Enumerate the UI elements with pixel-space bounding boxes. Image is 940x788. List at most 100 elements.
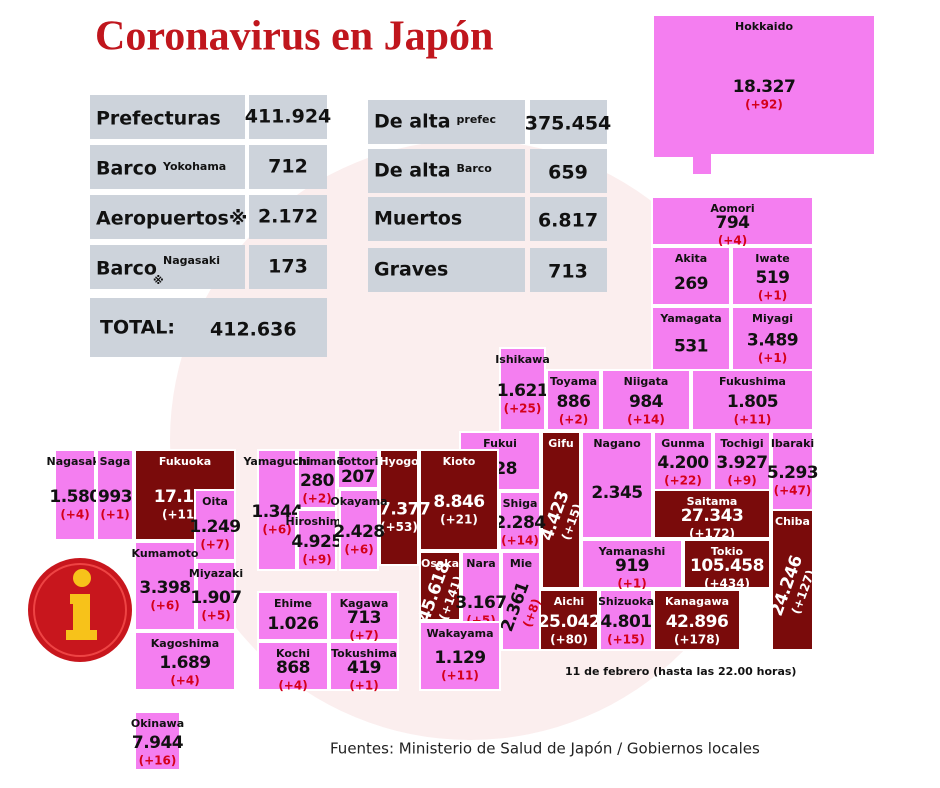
prefecture-value: 1.344 [251,502,303,522]
prefecture-delta: (+4) [718,234,747,248]
prefecture-delta: (+1) [349,679,378,693]
summary-label: Barco [96,158,157,180]
prefecture-box [194,489,236,561]
prefecture-figures: 1.907(+5) [190,588,242,623]
prefecture-delta: (+9) [302,553,331,567]
prefecture: Miyagi 3.489(+1) [731,306,814,371]
prefecture: Niigata 984(+14) [601,369,691,431]
summary-value: 6.817 [538,210,598,232]
prefecture-name: Saga [100,455,131,468]
prefecture-name: Fukushima [719,375,786,388]
prefecture-box [196,561,236,631]
prefecture-figures: 207 [341,467,376,487]
prefecture-name: Nagasaki [47,455,104,468]
summary-note: Yokohama [162,160,226,173]
prefecture: Yamagata 531 [651,306,731,371]
prefecture-value: 4.200 [657,453,709,473]
prefecture-figures: 1.689(+4) [159,653,211,688]
prefecture-box [599,589,653,651]
prefecture-figures: 1.129(+11) [434,648,486,683]
prefecture-name: Shiga [503,497,538,510]
prefecture-box [499,347,546,431]
prefecture-name: Fukuoka [159,455,211,468]
source: Fuentes: Ministerio de Salud de Japón / … [330,740,760,758]
prefecture: Saga 993(+1) [96,449,134,541]
summary-label: De alta [374,160,451,182]
prefecture-figures: 419(+1) [347,658,382,693]
prefecture-figures: 2.345 [591,483,643,503]
prefecture-delta: (+22) [664,474,702,488]
prefecture: Miyazaki 1.907(+5) [189,561,243,631]
prefecture-box [683,539,771,589]
prefecture-value: 531 [674,337,708,357]
prefecture: Yamaguchi 1.344(+6) [242,449,311,571]
prefecture-delta: (+14) [627,413,665,427]
prefecture-value: 919 [615,556,649,576]
info-stem [66,594,97,640]
summary-label: Aeropuertos※ [96,208,247,230]
prefecture-figures: 1.026 [267,614,319,634]
prefecture-figures: 1.249(+7) [189,517,241,552]
prefecture-delta: (+1) [617,577,646,591]
prefecture-name: Kumamoto [132,547,199,560]
prefecture-name: Niigata [624,375,669,388]
prefecture-delta: (+9) [727,474,756,488]
summary-mark: ※ [153,274,164,287]
prefecture: Kioto 8.846(+21) [419,449,499,551]
prefecture: Ehime 1.026 [257,591,329,641]
prefecture-box [501,551,541,651]
prefecture-delta: (+14) [501,534,539,548]
prefecture-delta: (+11) [734,413,772,427]
prefecture-box [337,449,379,489]
prefecture-value: 3.167 [455,593,506,613]
prefecture: Shiga 2.284(+14) [494,491,547,551]
summary-value-box [249,95,327,139]
prefecture-figures: 3.927(+9) [716,453,768,488]
prefecture-figures: 4.200(+22) [657,453,709,488]
prefecture-value: 1.129 [434,648,485,668]
prefecture-name: Kioto [443,455,476,468]
prefecture-value: 5.293 [767,463,818,483]
summary-note: Barco [457,162,493,175]
prefecture: Wakayama 1.129(+11) [419,621,501,691]
prefecture: Akita 269 [651,246,731,306]
prefecture-name: Kagoshima [151,637,219,650]
prefecture-name: Kochi [276,647,310,660]
prefecture-box [652,14,876,176]
summary-label-box [368,100,525,144]
prefecture-figures: 2.428(+6) [333,522,385,557]
summary-label-box [368,149,525,193]
prefecture-value: 2.428 [333,522,384,542]
date-note: 11 de febrero (hasta las 22.00 horas) [565,665,796,678]
prefecture-name: Nagano [593,437,641,450]
prefecture-box [419,551,461,621]
summary-value-box [530,248,607,292]
prefecture-delta: (+172) [689,527,735,541]
prefecture-name: Miyagi [752,312,793,325]
prefecture-figures: 886(+2) [557,392,592,427]
prefecture-name: Saitama [687,495,738,508]
prefecture-name: Tokushima [331,647,397,660]
prefecture-name: Iwate [755,252,789,265]
prefecture-box [297,449,337,509]
prefecture-box [419,449,499,551]
prefecture-box [713,431,771,491]
prefecture-delta: (+11) [441,669,479,683]
prefecture-value: 3.398 [139,578,190,598]
prefecture-name: Ishikawa [495,353,550,366]
prefecture-delta: (+53) [380,520,418,534]
summary-label: Barco [96,258,157,280]
prefecture-value: 25.042 [538,612,601,632]
prefecture-figures: 24.246(+127) [767,553,818,619]
prefecture-value: 42.896 [666,612,729,632]
prefecture-figures: 984(+14) [627,392,665,427]
prefecture-value: 993 [98,487,132,507]
prefecture: Ishikawa 1.621(+25) [495,347,550,431]
prefecture-figures: 4.801(+15) [600,612,652,647]
